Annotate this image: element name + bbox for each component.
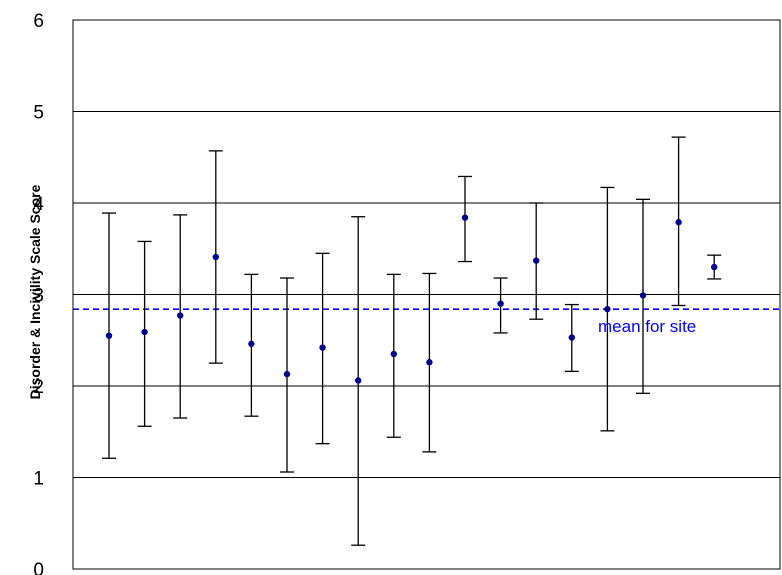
data-point-group-12 xyxy=(493,277,508,334)
y-axis-title: Disorder & Incivility Scale Score xyxy=(27,184,43,399)
data-point-group-7 xyxy=(315,252,330,445)
mean-point xyxy=(639,292,647,299)
y-axis-ticks: 0 1 2 3 4 5 6 xyxy=(33,11,44,575)
data-point-group-14 xyxy=(564,303,579,373)
data-point-group-16 xyxy=(636,198,650,394)
mean-point xyxy=(212,253,219,261)
mean-point xyxy=(355,377,362,384)
plot-frame xyxy=(72,19,781,570)
y-tick-label-6: 6 xyxy=(33,11,44,32)
data-point-group-9 xyxy=(386,273,401,438)
data-point-group-17 xyxy=(671,136,686,307)
mean-point xyxy=(141,328,148,336)
mean-point xyxy=(283,370,291,378)
mean-point xyxy=(711,263,718,271)
mean-point xyxy=(675,219,682,226)
mean-point xyxy=(461,214,469,221)
data-point-group-6 xyxy=(280,277,294,473)
mean-point xyxy=(497,300,504,307)
mean-point xyxy=(604,305,611,313)
mean-point xyxy=(248,340,255,348)
mean-point xyxy=(568,334,575,341)
data-point-group-13 xyxy=(529,202,544,320)
mean-point xyxy=(533,257,540,264)
y-tick-label-2: 2 xyxy=(33,377,44,398)
y-tick-label-1: 1 xyxy=(33,469,44,490)
mean-point xyxy=(390,350,397,358)
data-point-group-1 xyxy=(102,212,116,459)
mean-line-label: mean for site xyxy=(598,317,696,336)
data-point-group-11 xyxy=(458,175,472,263)
y-tick-label-3: 3 xyxy=(33,286,44,307)
data-series xyxy=(102,136,722,546)
data-point-group-4 xyxy=(208,150,223,364)
data-point-group-18 xyxy=(707,254,722,280)
y-tick-label-0: 0 xyxy=(33,560,44,575)
mean-point xyxy=(177,312,184,319)
mean-point xyxy=(105,332,113,339)
mean-point xyxy=(319,344,326,351)
data-point-group-15 xyxy=(600,186,615,432)
plot-area-border xyxy=(72,19,781,570)
mean-point xyxy=(426,359,433,366)
data-point-group-8 xyxy=(351,216,366,546)
data-point-group-3 xyxy=(173,214,188,419)
data-point-group-2 xyxy=(137,240,152,427)
y-tick-label-4: 4 xyxy=(33,194,44,215)
gridlines xyxy=(73,111,780,478)
y-tick-label-5: 5 xyxy=(33,103,44,124)
data-point-group-10 xyxy=(422,272,437,453)
data-point-group-5 xyxy=(244,273,259,417)
